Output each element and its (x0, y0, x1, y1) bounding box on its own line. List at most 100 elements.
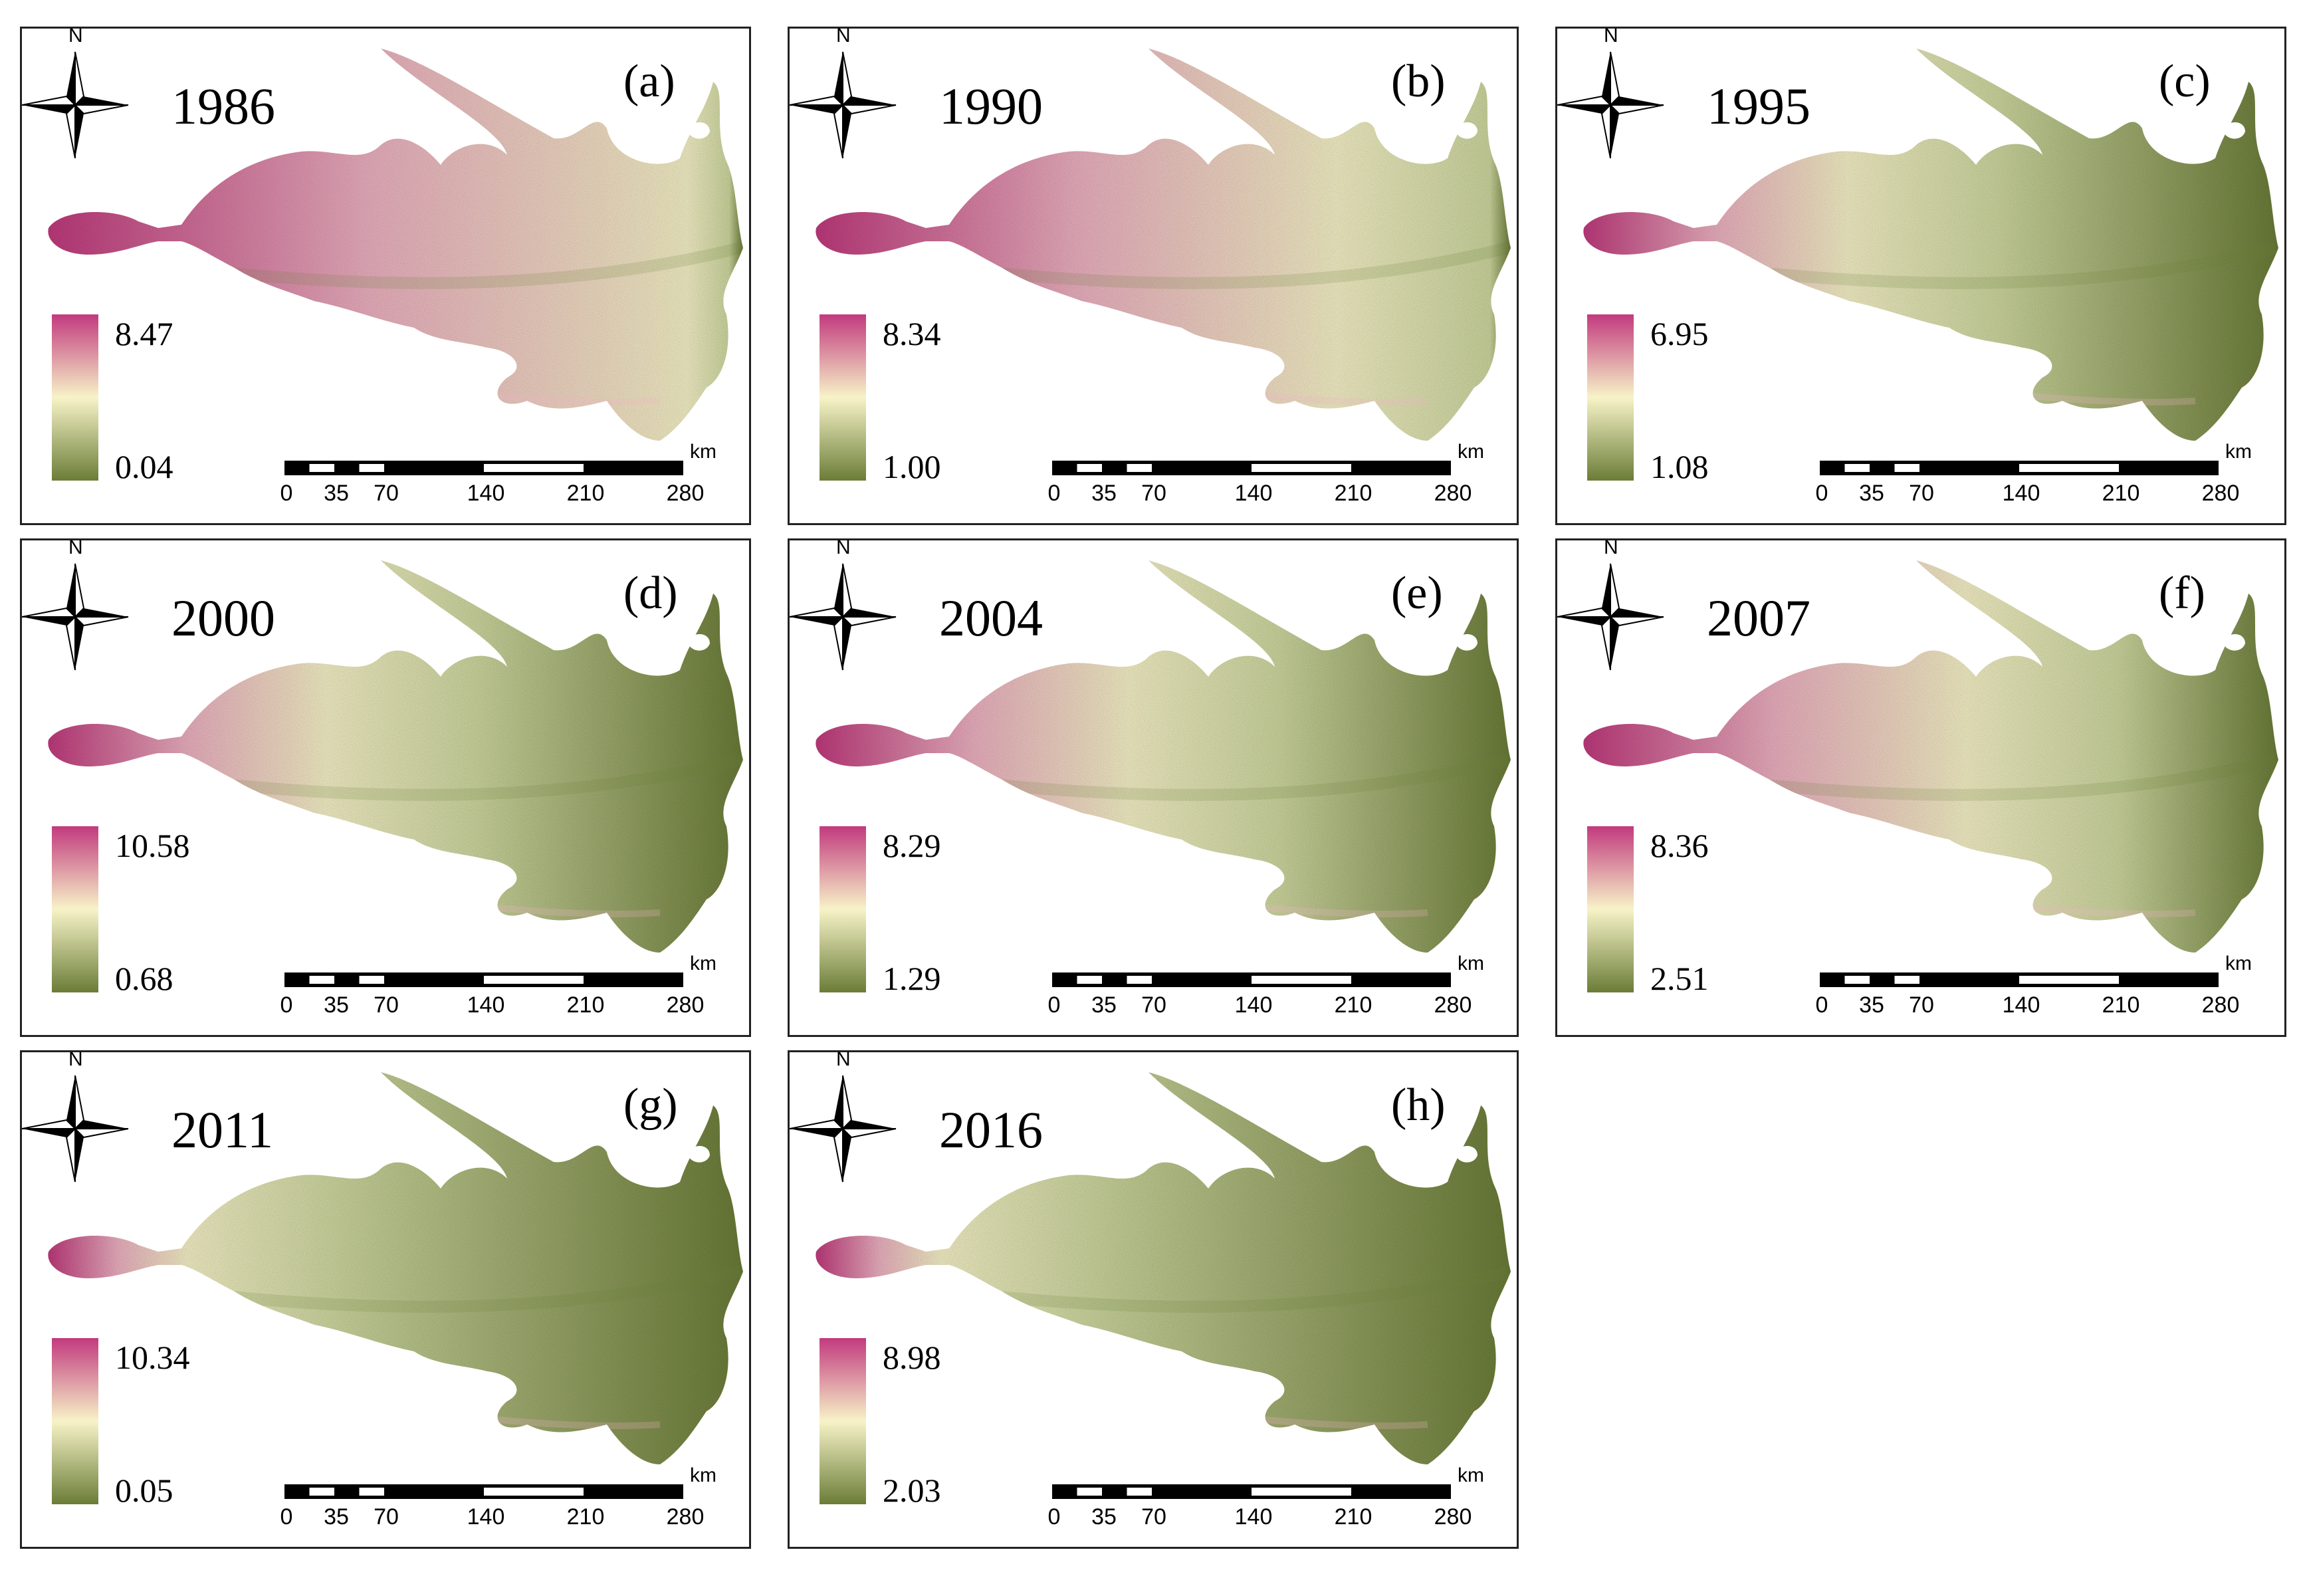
north-arrow-icon (1557, 563, 1664, 671)
scale-tick-label: 140 (1234, 1504, 1273, 1530)
panel-letter: (b) (1391, 56, 1446, 107)
map-panel: N 2016 (h) 8.98 2.03 0 35 70 140 210 280 km (788, 1048, 1519, 1549)
legend-min-value: 0.68 (115, 960, 173, 997)
scale-tick-label: 35 (1091, 992, 1117, 1018)
legend-max-value: 10.58 (115, 827, 190, 864)
north-arrow-icon (790, 563, 897, 671)
scale-tick-label: 0 (1047, 992, 1061, 1018)
lake (687, 122, 710, 139)
panel-letter: (a) (623, 56, 675, 107)
scale-tick-label: 70 (1141, 1504, 1166, 1530)
legend-color-ramp (52, 314, 98, 481)
north-arrow-icon (790, 1075, 897, 1183)
legend-max-value: 10.34 (115, 1339, 190, 1376)
legend-min-value: 0.04 (115, 448, 173, 485)
scale-unit: km (2225, 953, 2252, 974)
compass-north-label: N (836, 1048, 851, 1070)
legend-max-value: 6.95 (1650, 315, 1709, 352)
compass-north-label: N (836, 536, 851, 558)
north-arrow-icon (790, 51, 897, 159)
legend-max-value: 8.47 (115, 315, 173, 352)
panel-year: 2011 (171, 1101, 274, 1159)
scale-tick-label: 280 (666, 481, 705, 506)
scale-tick-label: 140 (467, 1504, 505, 1530)
scale-tick-label: 35 (1859, 481, 1884, 506)
choropleth-map (22, 560, 744, 992)
legend-color-ramp (1587, 826, 1634, 992)
choropleth-map (22, 49, 744, 481)
north-arrow-icon (1557, 51, 1664, 159)
map-panel: N 2000 (d) 10.58 0.68 0 35 70 140 210 280 km (20, 536, 751, 1037)
choropleth-map (790, 560, 1511, 992)
legend-min-value: 1.29 (883, 960, 941, 997)
map-panel: N 1995 (c) 6.95 1.08 0 35 70 140 210 280 km (1555, 25, 2286, 525)
scale-unit: km (1458, 953, 1484, 974)
scale-tick-label: 70 (1909, 481, 1934, 506)
map-panel: N 1986 (a) 8.47 0.04 0 35 70 140 210 280 km (20, 25, 751, 525)
scale-bar (284, 1484, 683, 1499)
scale-tick-label: 140 (1234, 481, 1273, 506)
scale-tick-label: 70 (1141, 481, 1166, 506)
scale-bar (1820, 461, 2219, 475)
legend-min-value: 2.51 (1650, 960, 1709, 997)
scale-tick-label: 140 (2002, 481, 2040, 506)
legend-color-ramp (1587, 314, 1634, 481)
scale-tick-label: 280 (666, 992, 705, 1018)
choropleth-map (790, 49, 1511, 481)
scale-tick-label: 280 (1434, 992, 1472, 1018)
scale-bar (1052, 972, 1451, 987)
scale-tick-label: 0 (280, 1504, 293, 1530)
legend-color-ramp (820, 314, 866, 481)
legend-min-value: 1.00 (883, 448, 941, 485)
map-panel: N 2011 (g) 10.34 0.05 0 35 70 140 210 280 km (20, 1048, 751, 1549)
scale-tick-label: 0 (280, 992, 293, 1018)
compass-north-label: N (1604, 536, 1618, 558)
scale-tick-label: 70 (1909, 992, 1934, 1018)
panel-year: 2016 (939, 1101, 1043, 1159)
panel-year: 1995 (1707, 77, 1810, 135)
legend-max-value: 8.34 (883, 315, 941, 352)
panel-letter: (d) (623, 568, 678, 619)
legend-color-ramp (820, 826, 866, 992)
scale-tick-label: 210 (1334, 1504, 1372, 1530)
scale-unit: km (1458, 1464, 1484, 1486)
scale-tick-label: 35 (1091, 481, 1117, 506)
scale-unit: km (1458, 441, 1484, 463)
lake (1454, 122, 1478, 139)
lake (1454, 1145, 1478, 1163)
scale-tick-label: 0 (1815, 481, 1828, 506)
compass-north-label: N (68, 25, 83, 47)
scale-unit: km (690, 953, 716, 974)
scale-unit: km (690, 441, 716, 463)
legend-max-value: 8.98 (883, 1339, 941, 1376)
scale-tick-label: 70 (374, 481, 399, 506)
choropleth-map (790, 1072, 1511, 1504)
panel-letter: (c) (2159, 56, 2211, 107)
panel-letter: (g) (623, 1080, 678, 1131)
lake (2222, 122, 2245, 139)
scale-tick-label: 70 (374, 1504, 399, 1530)
lake (2222, 633, 2245, 651)
compass-north-label: N (1604, 25, 1618, 47)
scale-tick-label: 210 (2102, 992, 2140, 1018)
legend-max-value: 8.29 (883, 827, 941, 864)
panel-year: 2007 (1707, 589, 1810, 647)
scale-tick-label: 210 (1334, 481, 1372, 506)
scale-tick-label: 210 (1334, 992, 1372, 1018)
map-panel: N 1990 (b) 8.34 1.00 0 35 70 140 210 280 km (788, 25, 1519, 525)
scale-tick-label: 35 (324, 481, 349, 506)
scale-tick-label: 280 (1434, 481, 1472, 506)
legend-min-value: 2.03 (883, 1472, 941, 1509)
scale-bar (1820, 972, 2219, 987)
north-arrow-icon (22, 563, 129, 671)
scale-tick-label: 35 (1859, 992, 1884, 1018)
legend-min-value: 1.08 (1650, 448, 1709, 485)
legend-color-ramp (52, 826, 98, 992)
legend-color-ramp (52, 1338, 98, 1504)
scale-tick-label: 280 (1434, 1504, 1472, 1530)
panel-letter: (f) (2159, 568, 2205, 619)
scale-bar (1052, 461, 1451, 475)
map-panel: N 2004 (e) 8.29 1.29 0 35 70 140 210 280 km (788, 536, 1519, 1037)
scale-tick-label: 0 (1815, 992, 1828, 1018)
scale-bar (1052, 1484, 1451, 1499)
